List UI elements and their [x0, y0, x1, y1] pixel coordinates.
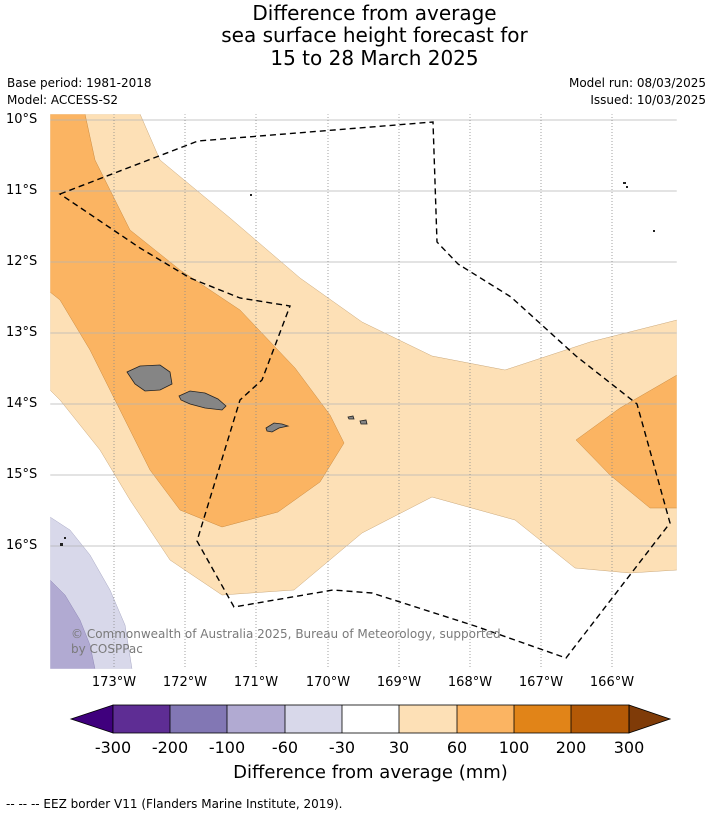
lon-label-169w: 169°W	[376, 675, 422, 690]
colorbar-label-60: 60	[446, 738, 468, 757]
lat-label-13s: 13°S	[6, 325, 38, 340]
small-islets	[60, 182, 655, 546]
lon-label-167w: 167°W	[518, 675, 564, 690]
colorbar-label-neg300: -300	[94, 738, 132, 757]
colorbar-label-100: 100	[498, 738, 530, 757]
colorbar-max-arrow	[628, 704, 672, 734]
savaii-island	[126, 364, 173, 392]
colorbar-label-neg30: -30	[328, 738, 356, 757]
lon-label-171w: 171°W	[233, 675, 279, 690]
lat-label-15s: 15°S	[6, 467, 38, 482]
contour-60-100-west	[50, 114, 345, 528]
latitude-gridlines	[50, 119, 677, 547]
lat-label-14s: 14°S	[6, 396, 38, 411]
manua-island-1	[347, 415, 355, 420]
colorbar-label-30: 30	[388, 738, 410, 757]
colorbar-segment-4	[285, 705, 342, 733]
map-title-line-1: Difference from average	[252, 1, 497, 25]
colorbar-label-200: 200	[555, 738, 587, 757]
samoa-islands	[126, 364, 368, 433]
base-period-label: Base period: 1981-2018	[7, 76, 152, 90]
colorbar	[69, 704, 672, 734]
upolu-island	[178, 390, 227, 411]
map-title-line-2: sea surface height forecast for	[221, 23, 528, 47]
copyright-notice: © Commonwealth of Australia 2025, Bureau…	[71, 627, 501, 656]
longitude-gridlines	[113, 114, 613, 669]
contour-neg60-neg100	[50, 579, 96, 669]
lon-label-173w: 173°W	[91, 675, 137, 690]
lat-label-11s: 11°S	[6, 183, 38, 198]
colorbar-segment-1	[113, 705, 170, 733]
map-title-line-3: 15 to 28 March 2025	[270, 46, 479, 70]
colorbar-title: Difference from average (mm)	[233, 762, 508, 783]
eez-border-footnote: -- -- -- EEZ border V11 (Flanders Marine…	[6, 797, 343, 811]
colorbar-segment-9	[571, 705, 629, 733]
lon-label-166w: 166°W	[589, 675, 635, 690]
lat-label-12s: 12°S	[6, 254, 38, 269]
lon-label-168w: 168°W	[447, 675, 493, 690]
manua-island-2	[359, 419, 368, 425]
colorbar-segment-6	[399, 705, 457, 733]
colorbar-segment-8	[514, 705, 571, 733]
colorbar-label-300: 300	[613, 738, 645, 757]
model-run-label: Model run: 08/03/2025	[568, 76, 706, 90]
colorbar-segment-2	[170, 705, 227, 733]
lat-label-10s: 10°S	[6, 112, 38, 127]
colorbar-label-neg200: -200	[151, 738, 189, 757]
colorbar-segment-3	[227, 705, 285, 733]
lat-label-16s: 16°S	[6, 538, 38, 553]
issued-label: Issued: 10/03/2025	[590, 93, 706, 107]
colorbar-label-neg100: -100	[208, 738, 246, 757]
colorbar-segment-5	[342, 705, 399, 733]
colorbar-label-neg60: -60	[271, 738, 299, 757]
colorbar-segment-7	[457, 705, 514, 733]
lon-label-170w: 170°W	[305, 675, 351, 690]
colorbar-min-arrow	[69, 704, 114, 734]
model-label: Model: ACCESS-S2	[7, 93, 119, 107]
tutuila-island	[265, 422, 290, 433]
lon-label-172w: 172°W	[162, 675, 208, 690]
